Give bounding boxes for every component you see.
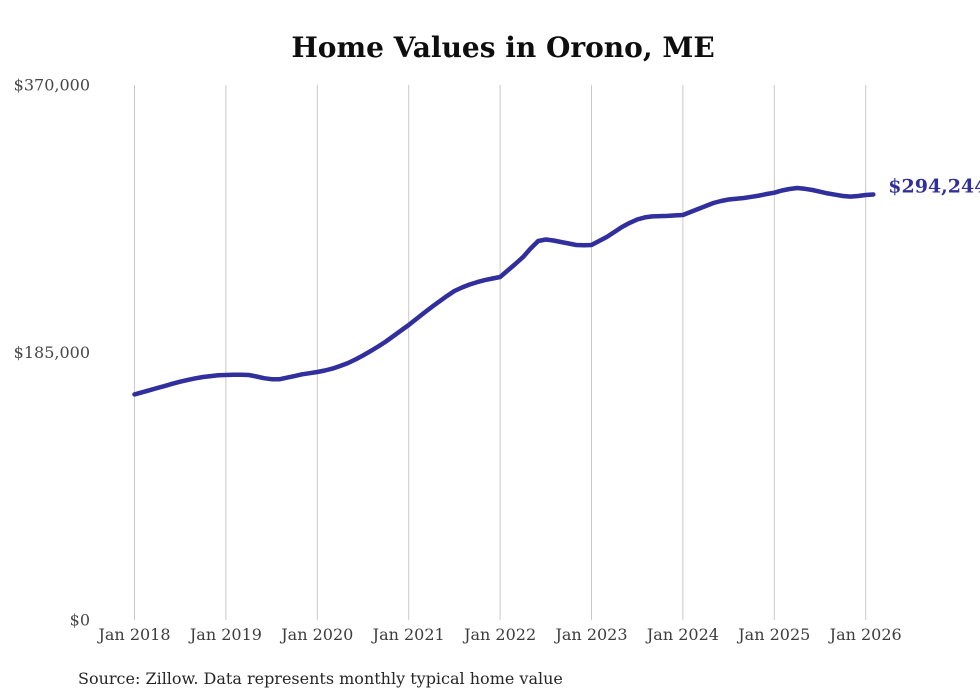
y-tick-370000: $370,000 xyxy=(14,76,90,95)
x-tick-jan-2021: Jan 2021 xyxy=(371,625,445,644)
y-axis-labels: $0 $185,000 $370,000 xyxy=(14,76,90,630)
x-tick-jan-2025: Jan 2025 xyxy=(736,625,810,644)
x-tick-jan-2019: Jan 2019 xyxy=(188,625,262,644)
x-tick-jan-2018: Jan 2018 xyxy=(96,625,170,644)
end-value-label: $294,244 xyxy=(888,176,980,198)
source-note: Source: Zillow. Data represents monthly … xyxy=(78,669,563,688)
y-tick-0: $0 xyxy=(70,611,90,630)
x-tick-jan-2022: Jan 2022 xyxy=(462,625,536,644)
chart-title: Home Values in Orono, ME xyxy=(291,31,714,64)
home-value-line xyxy=(132,185,876,397)
x-tick-jan-2024: Jan 2024 xyxy=(645,625,719,644)
x-tick-jan-2026: Jan 2026 xyxy=(828,625,902,644)
x-tick-jan-2023: Jan 2023 xyxy=(553,625,627,644)
gridlines xyxy=(134,85,867,620)
x-axis-labels: Jan 2018 Jan 2019 Jan 2020 Jan 2021 Jan 2022… xyxy=(96,625,901,644)
y-tick-185000: $185,000 xyxy=(14,343,90,362)
x-tick-jan-2020: Jan 2020 xyxy=(279,625,353,644)
